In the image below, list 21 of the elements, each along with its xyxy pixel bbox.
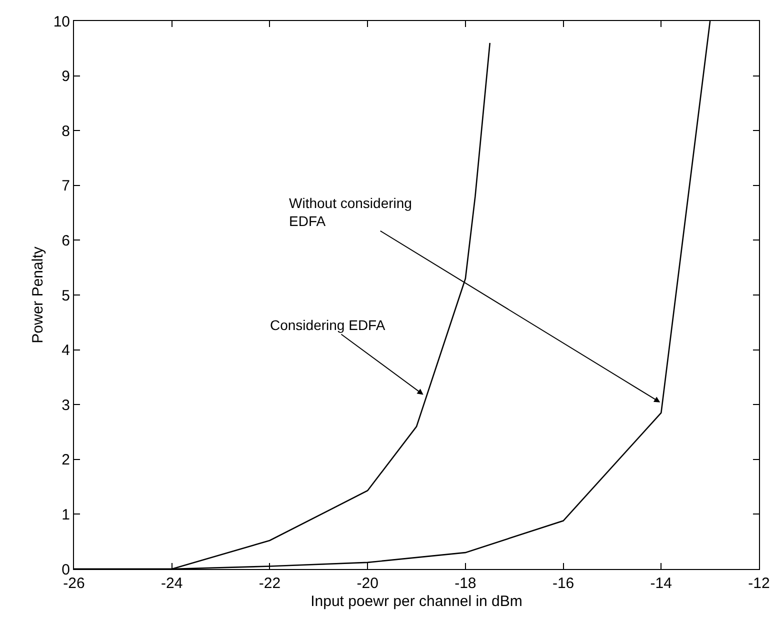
y-tick-label: 2 <box>62 452 70 469</box>
x-axis-title: Input poewr per channel in dBm <box>310 593 522 610</box>
x-tick-label: -20 <box>356 575 378 592</box>
y-tick-label: 5 <box>62 287 70 304</box>
y-tick-label: 7 <box>62 178 70 195</box>
y-tick-label: 6 <box>62 232 70 250</box>
annotation: Considering EDFA <box>270 317 386 333</box>
x-tick-label: -24 <box>161 575 183 592</box>
x-tick-label: -12 <box>748 575 770 592</box>
y-tick-label: 10 <box>53 13 70 30</box>
annotation: Without considering EDFA <box>289 195 412 230</box>
y-tick-label: 9 <box>62 68 70 86</box>
x-tick-label: -22 <box>258 575 281 592</box>
y-tick-label: 4 <box>62 342 70 360</box>
y-tick-label: 3 <box>62 396 70 414</box>
y-axis-title: Power Penalty <box>30 246 47 344</box>
x-tick-label: -18 <box>454 575 476 592</box>
y-tick-label: 8 <box>62 122 70 140</box>
y-tick-label: 1 <box>62 506 70 524</box>
x-tick-label: -14 <box>650 575 672 592</box>
x-tick-label: -16 <box>552 575 574 592</box>
